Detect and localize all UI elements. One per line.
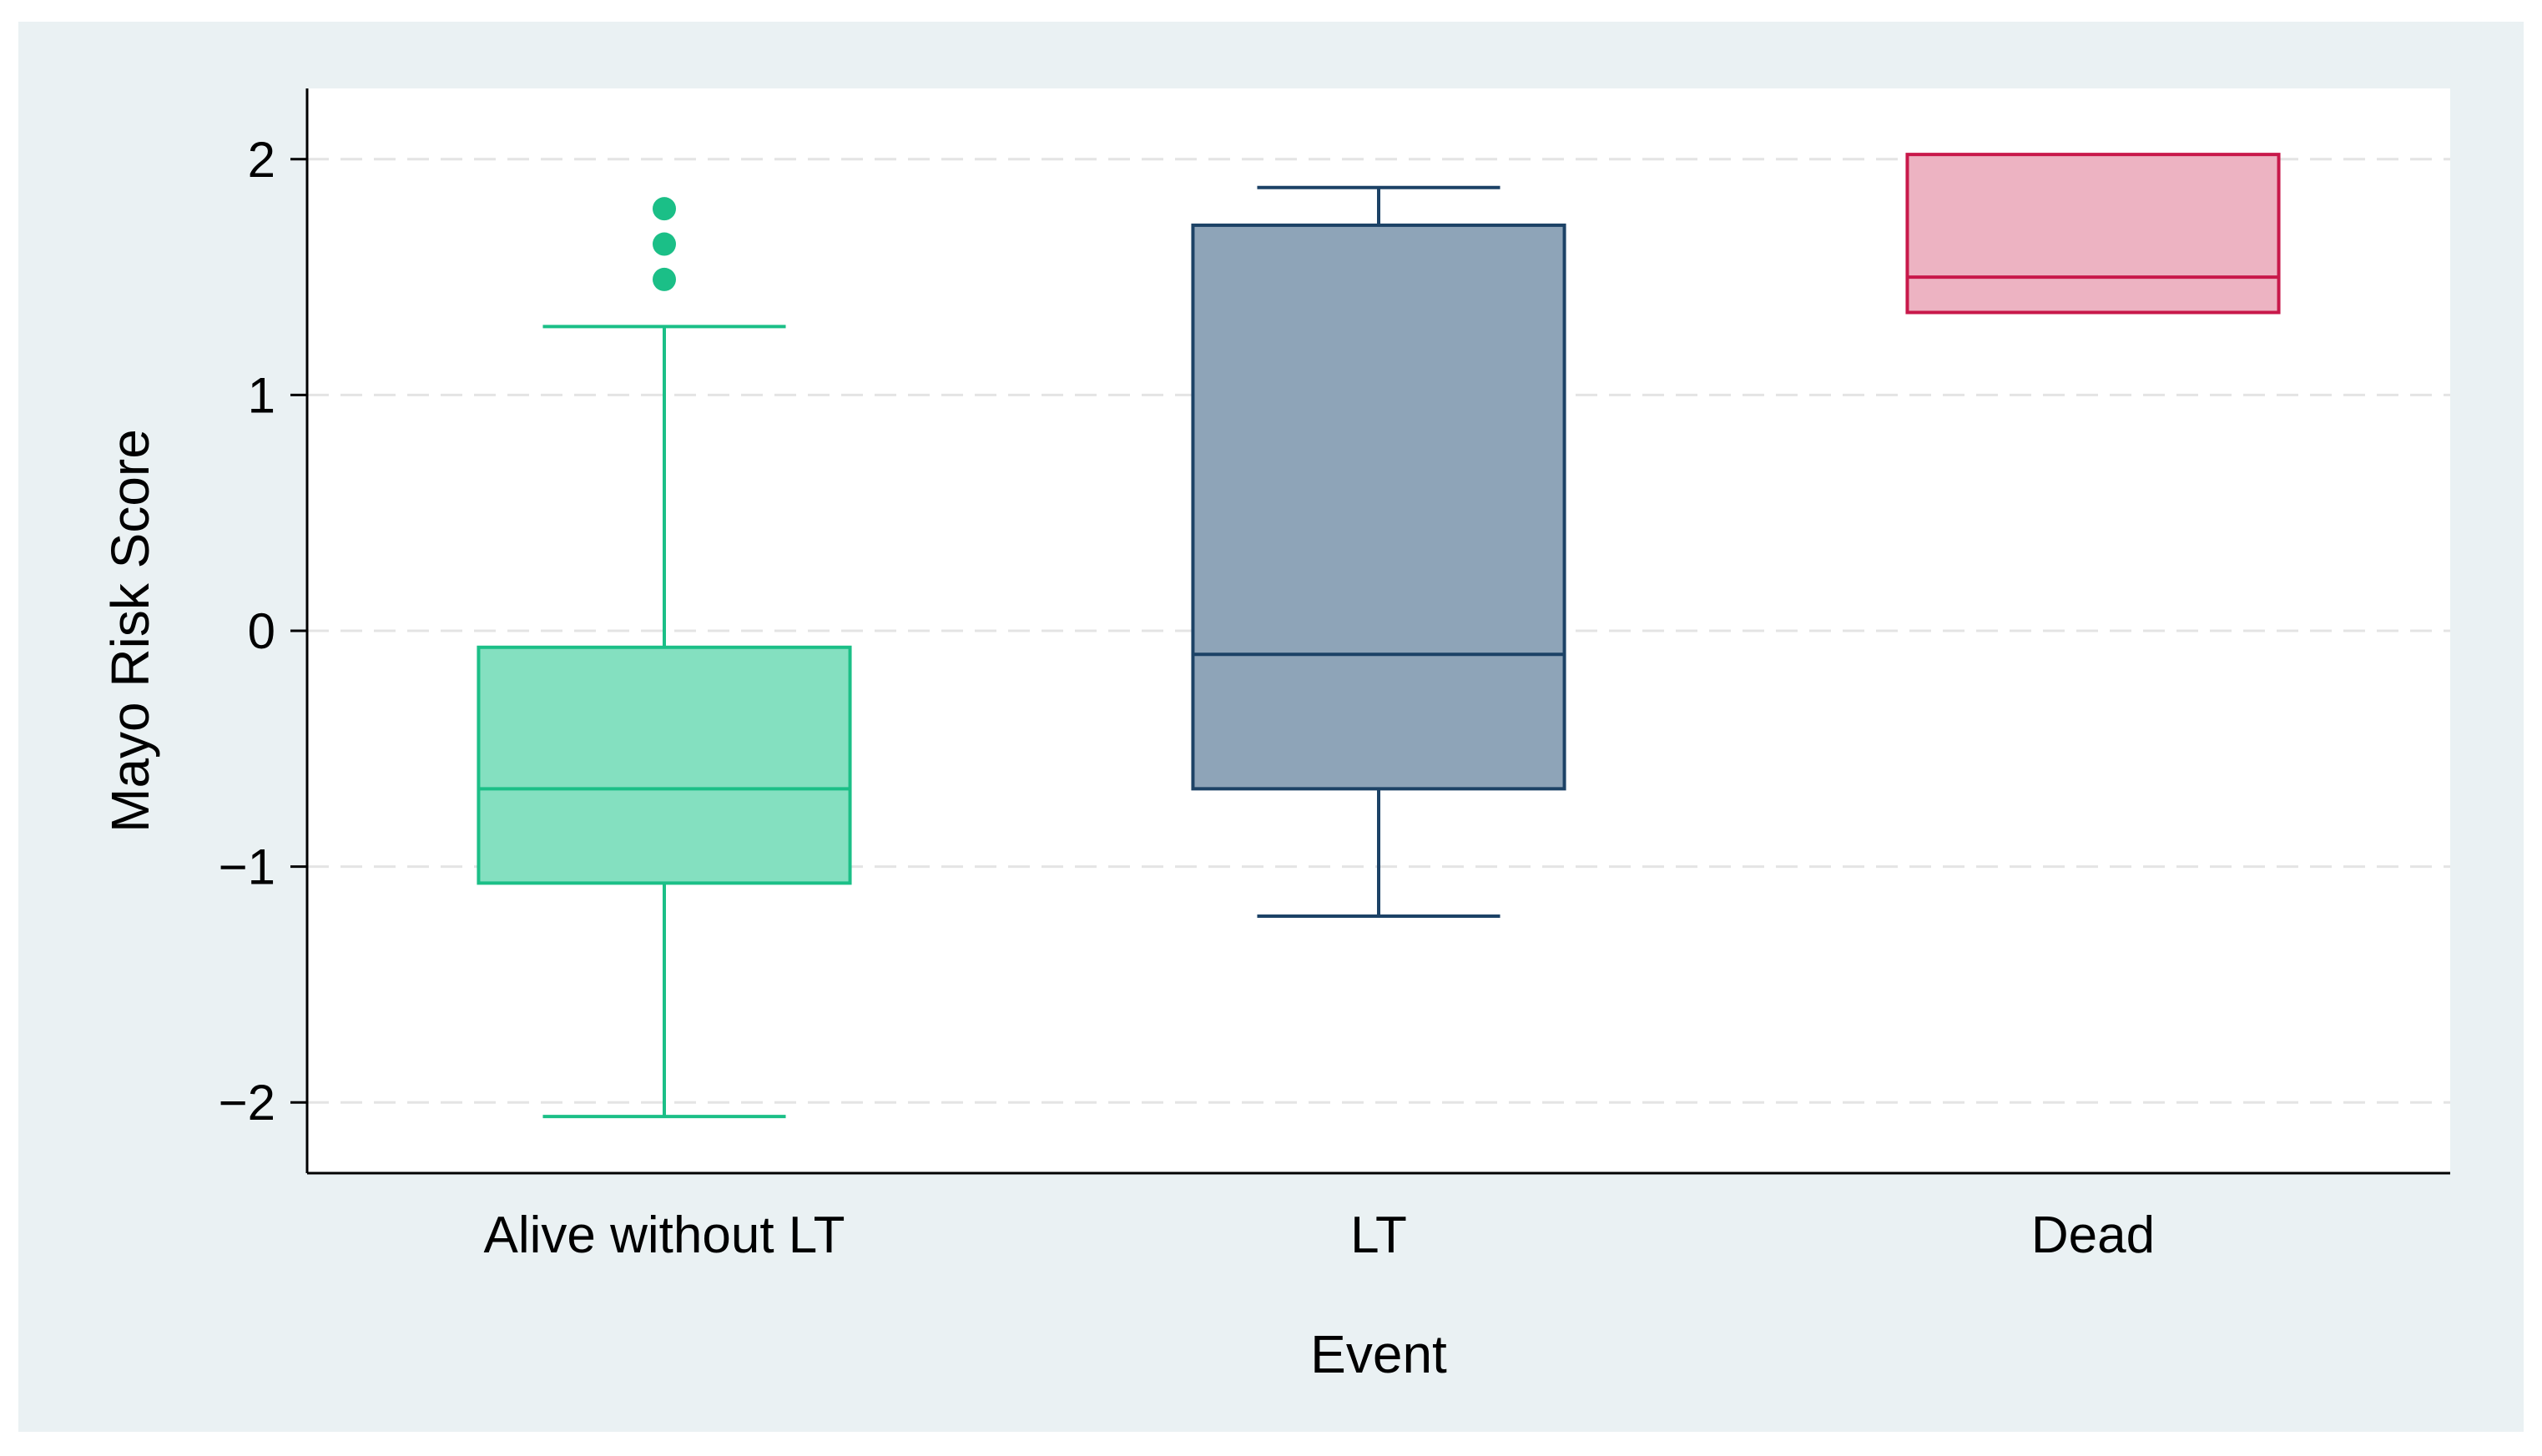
box-iqr bbox=[1191, 223, 1566, 791]
y-tick-label: 1 bbox=[248, 367, 275, 423]
outlier-point bbox=[653, 267, 676, 291]
x-axis-title: Event bbox=[1310, 1324, 1447, 1384]
y-ticks: 2 1 0 −1 −2 bbox=[219, 132, 307, 1131]
box-group bbox=[477, 197, 852, 1119]
boxes bbox=[477, 153, 2281, 1119]
y-tick-label: 0 bbox=[248, 603, 275, 659]
box-iqr bbox=[477, 645, 852, 885]
x-category-label: LT bbox=[1350, 1207, 1407, 1264]
x-category-label: Alive without LT bbox=[483, 1207, 845, 1264]
y-tick-label: −2 bbox=[219, 1075, 275, 1131]
outlier-point bbox=[653, 197, 676, 221]
box-group bbox=[1905, 153, 2281, 315]
y-axis-title: Mayo Risk Score bbox=[100, 429, 160, 833]
y-tick-label: −1 bbox=[219, 839, 275, 895]
x-category-label: Dead bbox=[2031, 1207, 2155, 1264]
box-iqr bbox=[1905, 153, 2281, 315]
y-tick-label: 2 bbox=[248, 132, 275, 188]
box-group bbox=[1191, 185, 1566, 918]
x-category-labels: Alive without LT LT Dead bbox=[483, 1207, 2155, 1264]
outlier-point bbox=[653, 232, 676, 256]
